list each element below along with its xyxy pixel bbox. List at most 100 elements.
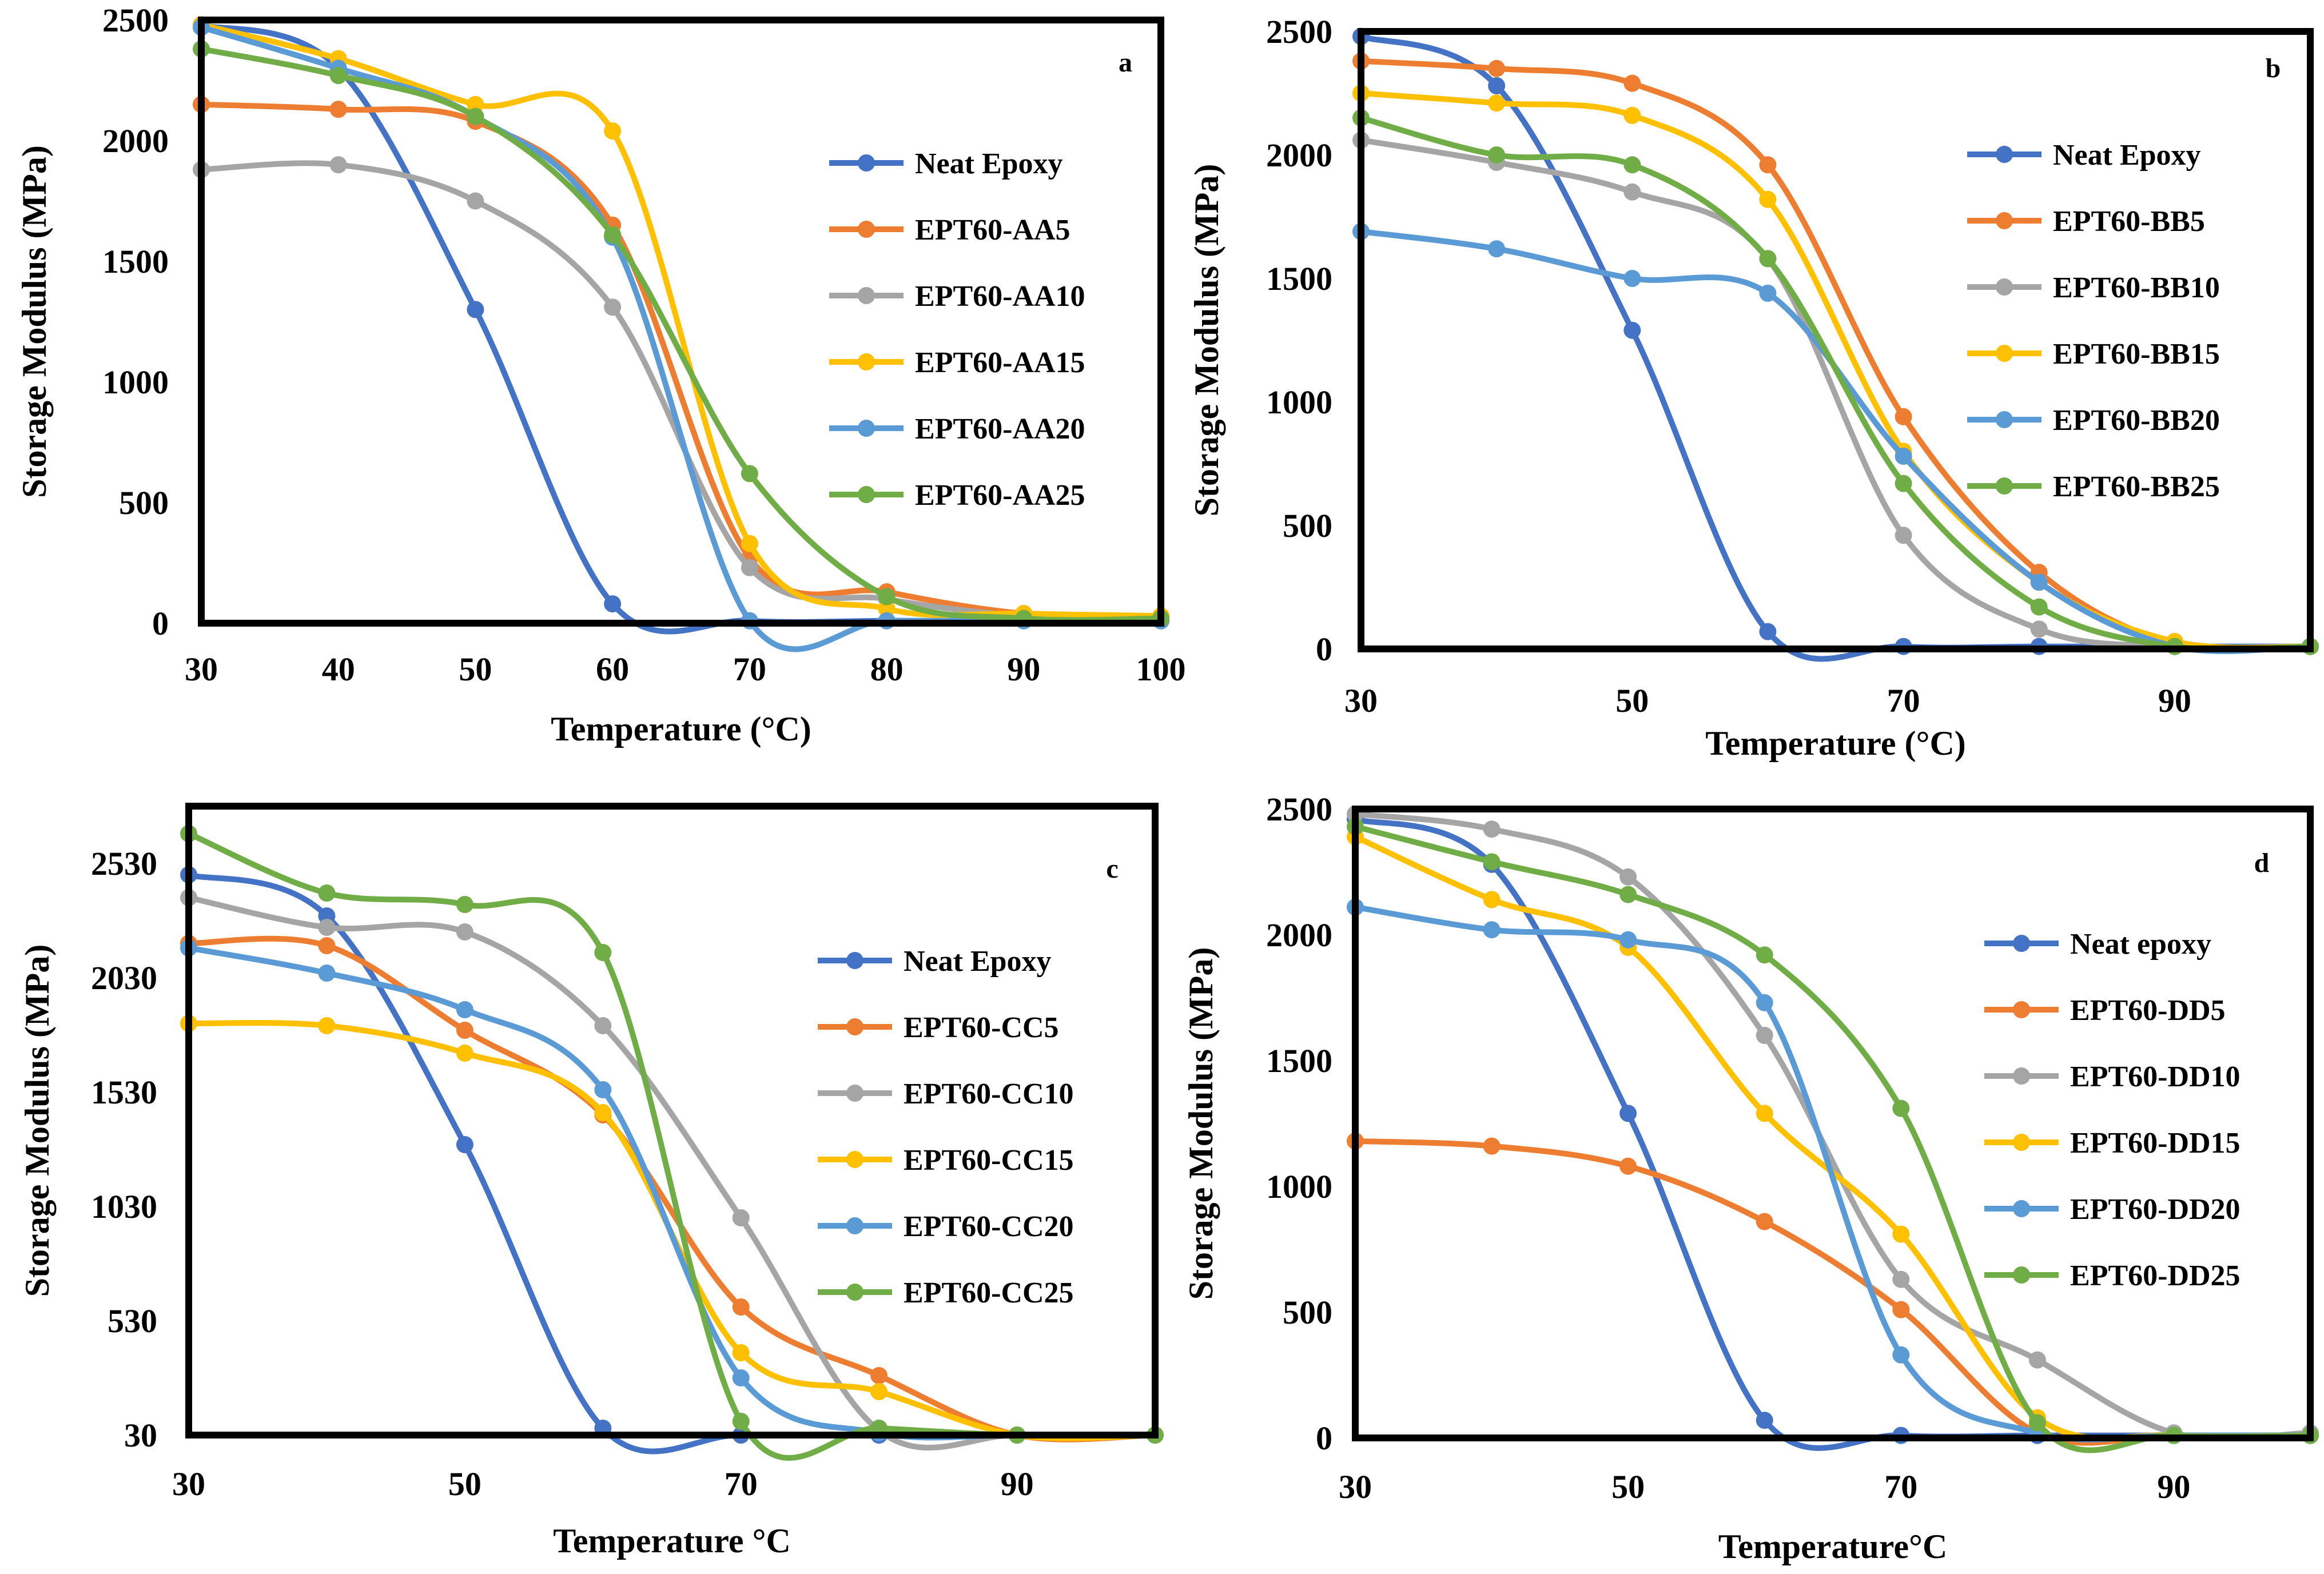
legend-marker bbox=[2013, 1134, 2030, 1151]
data-point bbox=[467, 192, 484, 210]
data-point bbox=[741, 535, 758, 552]
data-point bbox=[1619, 1105, 1637, 1122]
y-tick-label: 1500 bbox=[102, 243, 169, 280]
legend-label: EPT60-BB10 bbox=[2053, 272, 2220, 304]
data-point bbox=[1892, 1225, 1910, 1243]
data-point bbox=[732, 1298, 750, 1316]
data-point bbox=[870, 1383, 888, 1400]
data-point bbox=[594, 1104, 612, 1121]
data-point bbox=[1483, 853, 1501, 871]
plot-frame bbox=[1352, 806, 2314, 1441]
y-tick-label: 0 bbox=[1316, 1420, 1332, 1457]
data-point bbox=[741, 559, 758, 576]
data-point bbox=[1895, 448, 1912, 465]
data-point bbox=[732, 1344, 750, 1361]
legend-item: EPT60-DD15 bbox=[1984, 1127, 2241, 1159]
legend-marker bbox=[2013, 1200, 2030, 1217]
legend-item: EPT60-CC15 bbox=[818, 1144, 1074, 1177]
data-point bbox=[1759, 284, 1777, 302]
panel-letter: a bbox=[1119, 47, 1132, 78]
data-point bbox=[1483, 921, 1501, 939]
legend-label: EPT60-AA5 bbox=[915, 214, 1071, 246]
data-point bbox=[329, 101, 347, 118]
legend-marker bbox=[2013, 1266, 2030, 1284]
series-line bbox=[1358, 228, 2313, 654]
data-point bbox=[1756, 946, 1773, 964]
x-tick-label: 50 bbox=[448, 1465, 481, 1503]
data-point bbox=[1759, 250, 1777, 268]
data-point bbox=[1488, 77, 1506, 94]
data-point bbox=[594, 944, 612, 961]
data-point bbox=[1895, 408, 1912, 425]
legend-marker bbox=[858, 154, 875, 172]
legend-label: EPT60-DD20 bbox=[2070, 1193, 2241, 1226]
x-tick-label: 50 bbox=[459, 651, 492, 688]
legend-marker bbox=[846, 1085, 863, 1102]
legend-item: EPT60-AA15 bbox=[829, 346, 1085, 379]
data-point bbox=[467, 95, 484, 113]
y-tick-label: 2000 bbox=[1266, 916, 1332, 954]
series-line bbox=[1358, 137, 2313, 651]
data-point bbox=[2028, 1414, 2046, 1432]
legend-label: EPT60-CC20 bbox=[904, 1210, 1074, 1243]
legend-label: EPT60-AA15 bbox=[915, 346, 1085, 379]
data-point bbox=[456, 1001, 473, 1018]
legend-marker bbox=[858, 287, 875, 304]
data-point bbox=[1488, 240, 1506, 258]
data-point bbox=[1619, 886, 1637, 903]
legend-marker bbox=[2013, 935, 2030, 952]
legend-item: EPT60-AA10 bbox=[829, 280, 1085, 313]
data-point bbox=[329, 156, 347, 174]
data-point bbox=[1756, 1412, 1773, 1429]
legend-item: EPT60-AA25 bbox=[829, 479, 1085, 512]
legend-item: EPT60-CC20 bbox=[818, 1210, 1074, 1243]
legend-label: EPT60-DD15 bbox=[2070, 1127, 2241, 1159]
data-point bbox=[1895, 527, 1912, 544]
x-tick-label: 30 bbox=[1339, 1468, 1372, 1505]
legend-marker bbox=[1996, 212, 2013, 229]
data-point bbox=[604, 122, 622, 140]
legend-item: Neat Epoxy bbox=[1967, 139, 2201, 172]
x-tick-label: 70 bbox=[725, 1465, 758, 1503]
legend-item: EPT60-AA5 bbox=[829, 214, 1071, 246]
y-tick-label: 1500 bbox=[1266, 1042, 1332, 1079]
legend-marker bbox=[858, 486, 875, 503]
series-group bbox=[193, 16, 1169, 652]
legend-item: EPT60-CC5 bbox=[818, 1011, 1059, 1044]
data-point bbox=[456, 923, 473, 941]
legend-marker bbox=[1996, 477, 2013, 495]
x-axis-title: Temperature (°C) bbox=[551, 710, 811, 748]
data-point bbox=[2030, 598, 2048, 616]
x-tick-label: 50 bbox=[1615, 682, 1649, 719]
y-tick-label: 0 bbox=[152, 605, 169, 642]
legend-marker bbox=[846, 1151, 863, 1168]
legend-label: EPT60-BB20 bbox=[2053, 404, 2220, 437]
legend-label: Neat Epoxy bbox=[915, 148, 1063, 180]
legend-marker bbox=[1996, 411, 2013, 428]
legend-marker bbox=[858, 221, 875, 238]
data-point bbox=[318, 1017, 336, 1034]
legend-item: Neat epoxy bbox=[1984, 928, 2211, 961]
x-tick-label: 40 bbox=[322, 651, 355, 688]
y-tick-label: 1000 bbox=[1266, 384, 1332, 421]
data-point bbox=[1483, 1137, 1501, 1155]
panel-letter: b bbox=[2266, 53, 2281, 83]
series-line bbox=[1358, 90, 2313, 651]
y-tick-label: 500 bbox=[119, 484, 169, 521]
legend-item: EPT60-DD5 bbox=[1984, 994, 2226, 1027]
legend: Neat Epoxy EPT60-CC5 EPT60-CC10 EPT60-CC15 E… bbox=[818, 945, 1074, 1309]
legend-marker bbox=[858, 420, 875, 437]
y-tick-label: 500 bbox=[1283, 1294, 1332, 1331]
legend-label: EPT60-BB5 bbox=[2053, 205, 2205, 238]
legend-label: EPT60-BB25 bbox=[2053, 471, 2220, 503]
data-point bbox=[1623, 106, 1641, 124]
data-point bbox=[1619, 931, 1637, 949]
x-tick-label: 90 bbox=[1007, 651, 1040, 688]
y-tick-label: 2500 bbox=[1266, 13, 1332, 50]
y-tick-label: 1530 bbox=[91, 1074, 157, 1111]
x-tick-label: 100 bbox=[1136, 651, 1186, 688]
x-axis-title: Temperature °C bbox=[553, 1522, 791, 1560]
legend-marker bbox=[1996, 278, 2013, 296]
y-tick-label: 2000 bbox=[102, 122, 169, 160]
y-tick-label: 500 bbox=[1283, 507, 1332, 544]
